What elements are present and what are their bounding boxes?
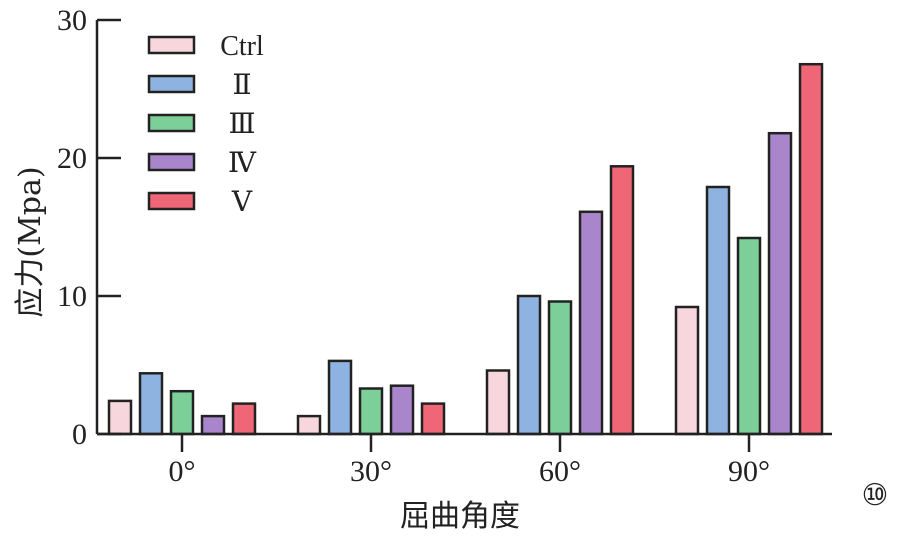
legend-swatch-2 [147, 113, 196, 133]
y-tick-label-0: 0 [72, 418, 87, 451]
bar-Ⅱ-60° [516, 294, 542, 436]
bar-Ⅱ-90° [705, 185, 731, 436]
y-tick-label-20: 20 [57, 142, 87, 175]
legend-swatch-0 [147, 35, 196, 55]
bar-Ⅲ-0° [169, 389, 195, 436]
y-axis-title: 应力(Mpa) [13, 166, 48, 317]
legend-swatch-1 [147, 74, 196, 94]
legend-label-3: Ⅳ [228, 148, 257, 179]
bar-Ⅳ-90° [767, 131, 793, 436]
legend-label-2: Ⅲ [228, 109, 255, 140]
legend: Ctrl Ⅱ Ⅲ Ⅳ Ⅴ [147, 31, 264, 218]
bar-Ⅳ-60° [578, 210, 604, 436]
bar-Ⅱ-30° [327, 359, 353, 436]
x-tick-label-0: 0° [169, 455, 196, 488]
bar-Ⅴ-0° [231, 402, 257, 436]
x-tick-label-2: 60° [539, 455, 581, 488]
legend-label-0: Ctrl [220, 31, 264, 62]
bar-Ⅳ-0° [200, 414, 226, 436]
bar-Ⅳ-30° [389, 384, 415, 436]
legend-label-1: Ⅱ [232, 70, 251, 101]
x-axis-title: 屈曲角度 [400, 499, 520, 534]
legend-swatch-4 [147, 191, 196, 211]
bar-Ⅴ-30° [420, 402, 446, 436]
bar-Ⅲ-60° [547, 300, 573, 436]
bar-Ⅲ-30° [358, 387, 384, 436]
y-tick-label-10: 10 [57, 280, 87, 313]
legend-label-4: Ⅴ [231, 187, 253, 218]
bars-group [107, 62, 824, 436]
bar-Ⅲ-90° [736, 236, 762, 436]
y-tick-label-30: 30 [57, 4, 87, 37]
bar-Ctrl-30° [296, 414, 322, 436]
axes-group: 0 10 20 30 0° 30° 60° 90° [57, 4, 832, 488]
figure-number: ⑩ [862, 479, 889, 512]
bar-Ⅴ-60° [609, 165, 635, 436]
bar-Ⅴ-90° [798, 62, 824, 436]
legend-swatch-3 [147, 152, 196, 172]
bar-Ctrl-0° [107, 399, 133, 436]
bar-Ctrl-60° [485, 369, 511, 436]
bar-Ctrl-90° [674, 305, 700, 436]
bar-Ⅱ-0° [138, 372, 164, 436]
x-tick-label-3: 90° [728, 455, 770, 488]
x-tick-label-1: 30° [350, 455, 392, 488]
